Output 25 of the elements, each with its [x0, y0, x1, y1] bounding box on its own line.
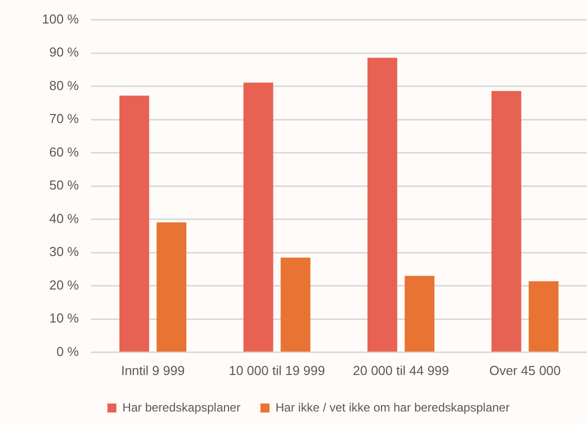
- y-tick-label: 50 %: [49, 178, 80, 193]
- y-tick-label: 70 %: [49, 111, 80, 126]
- x-tick-label: 20 000 til 44 999: [352, 362, 450, 378]
- y-tick-label: 40 %: [49, 210, 80, 226]
- bar: [367, 58, 398, 352]
- x-tick-label: 10 000 til 19 999: [228, 362, 325, 378]
- y-tick-label: 80 %: [49, 78, 80, 93]
- y-tick-label: 30 %: [49, 244, 80, 260]
- bar: [156, 222, 186, 352]
- bar: [528, 281, 558, 352]
- x-tick-label: Inntil 9 999: [121, 362, 185, 378]
- y-tick-label: 60 %: [49, 144, 80, 160]
- y-tick-label: 90 %: [49, 44, 80, 60]
- bar: [243, 82, 274, 352]
- y-tick-label: 100 %: [42, 11, 80, 26]
- bar: [119, 96, 150, 352]
- y-tick-label: 20 %: [49, 277, 80, 292]
- legend-label: Har ikke / vet ikke om har beredskapsplaner: [275, 400, 510, 414]
- y-tick-label: 10 %: [49, 310, 80, 326]
- bar: [280, 258, 310, 352]
- y-tick-label: 0 %: [56, 344, 80, 359]
- x-tick-label: Over 45 000: [489, 362, 561, 378]
- bar: [491, 90, 522, 352]
- legend-label: Har beredskapsplaner: [122, 400, 240, 414]
- bar: [404, 276, 434, 352]
